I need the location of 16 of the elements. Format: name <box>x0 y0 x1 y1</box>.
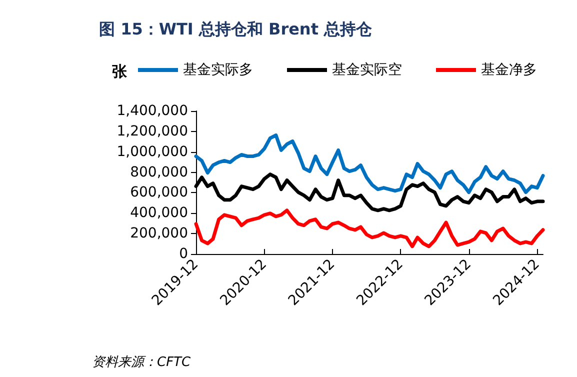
legend-label: 基金实际空 <box>332 62 402 78</box>
y-tick-label: 200,000 <box>130 226 188 242</box>
y-tick-label: 1,000,000 <box>116 144 188 160</box>
chart-title: 图 15：WTI 总持仓和 Brent 总持仓 <box>99 20 374 38</box>
y-tick-label: 1,200,000 <box>116 123 188 140</box>
line-series <box>194 133 545 194</box>
y-tick-label: 400,000 <box>130 205 188 222</box>
text: 资料来源：CFTC <box>92 355 192 370</box>
y-tick-label: 1,400,000 <box>116 103 188 119</box>
y-tick-label: 0 <box>179 246 188 262</box>
y-tick-label: 600,000 <box>130 184 188 201</box>
line-series <box>194 208 545 248</box>
y-axis-title: 张 <box>112 62 128 80</box>
y-tick-label: 800,000 <box>130 164 188 180</box>
legend-label: 基金实际多 <box>183 62 253 78</box>
legend-label: 基金净多 <box>481 62 537 78</box>
